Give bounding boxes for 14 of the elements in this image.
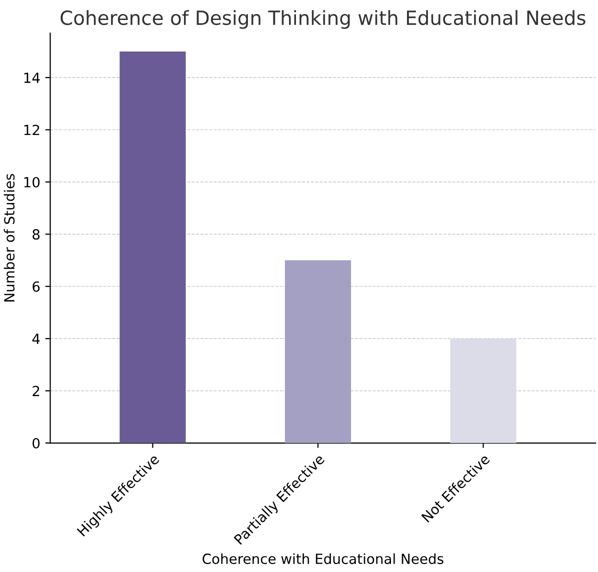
y-tick-label: 4 [32, 334, 40, 344]
y-tick-label: 12 [24, 124, 40, 136]
x-axis-title: Coherence with Educational Needs [202, 553, 444, 564]
y-tick-label: 0 [32, 438, 40, 448]
chart-title: Coherence of Design Thinking with Educational Needs [60, 10, 586, 29]
y-tick-label: 14 [24, 72, 40, 83]
y-tick-label: 2 [32, 386, 40, 396]
bar [284, 260, 352, 444]
bar [120, 51, 186, 444]
y-tick-label: 6 [32, 281, 40, 292]
y-tick-label: 8 [32, 229, 40, 240]
y-tick-label: 10 [24, 176, 40, 188]
y-axis-title: Number of Studies [4, 174, 15, 302]
bar [450, 338, 516, 444]
